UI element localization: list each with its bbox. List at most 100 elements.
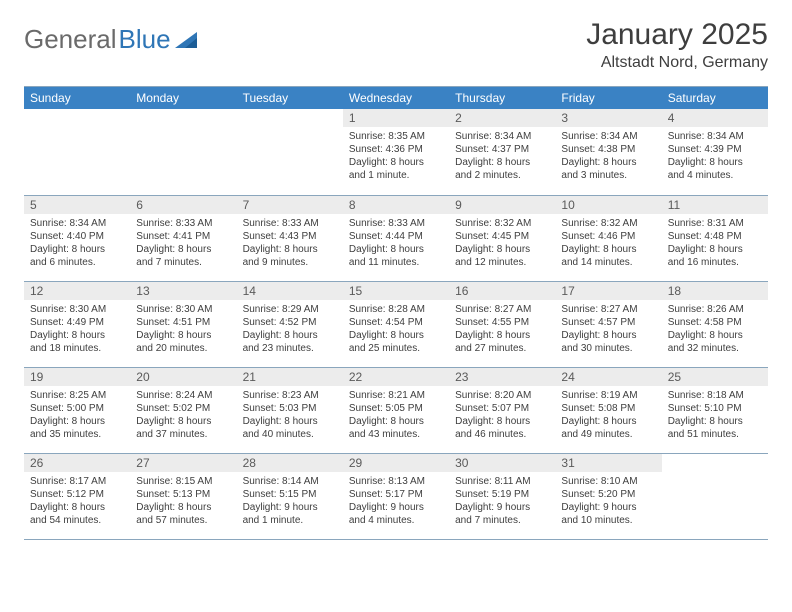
daylight-text: Daylight: 8 hours and 14 minutes. [561, 243, 655, 269]
day-details: Sunrise: 8:32 AMSunset: 4:45 PMDaylight:… [449, 214, 555, 273]
sunrise-text: Sunrise: 8:30 AM [136, 303, 230, 316]
calendar-cell: 15Sunrise: 8:28 AMSunset: 4:54 PMDayligh… [343, 281, 449, 367]
calendar-cell: 2Sunrise: 8:34 AMSunset: 4:37 PMDaylight… [449, 109, 555, 195]
sunrise-text: Sunrise: 8:15 AM [136, 475, 230, 488]
calendar-head: Sunday Monday Tuesday Wednesday Thursday… [24, 87, 768, 110]
calendar-cell: 14Sunrise: 8:29 AMSunset: 4:52 PMDayligh… [237, 281, 343, 367]
sunset-text: Sunset: 4:58 PM [668, 316, 762, 329]
calendar-cell: 20Sunrise: 8:24 AMSunset: 5:02 PMDayligh… [130, 367, 236, 453]
sunrise-text: Sunrise: 8:34 AM [30, 217, 124, 230]
day-number: 18 [662, 282, 768, 300]
calendar-page: GeneralBlue January 2025 Altstadt Nord, … [0, 0, 792, 558]
calendar-cell: 1Sunrise: 8:35 AMSunset: 4:36 PMDaylight… [343, 109, 449, 195]
day-number: 9 [449, 196, 555, 214]
day-details: Sunrise: 8:29 AMSunset: 4:52 PMDaylight:… [237, 300, 343, 359]
sunset-text: Sunset: 4:41 PM [136, 230, 230, 243]
sunset-text: Sunset: 4:36 PM [349, 143, 443, 156]
day-details: Sunrise: 8:27 AMSunset: 4:57 PMDaylight:… [555, 300, 661, 359]
calendar-cell: 9Sunrise: 8:32 AMSunset: 4:45 PMDaylight… [449, 195, 555, 281]
sunset-text: Sunset: 5:00 PM [30, 402, 124, 415]
calendar-cell [130, 109, 236, 195]
sunset-text: Sunset: 4:44 PM [349, 230, 443, 243]
day-details: Sunrise: 8:33 AMSunset: 4:43 PMDaylight:… [237, 214, 343, 273]
calendar-cell: 16Sunrise: 8:27 AMSunset: 4:55 PMDayligh… [449, 281, 555, 367]
day-number: 13 [130, 282, 236, 300]
sunset-text: Sunset: 5:10 PM [668, 402, 762, 415]
calendar-cell: 19Sunrise: 8:25 AMSunset: 5:00 PMDayligh… [24, 367, 130, 453]
daylight-text: Daylight: 8 hours and 9 minutes. [243, 243, 337, 269]
day-number: 4 [662, 109, 768, 127]
day-number: 20 [130, 368, 236, 386]
day-details: Sunrise: 8:28 AMSunset: 4:54 PMDaylight:… [343, 300, 449, 359]
brand-word-1: General [24, 24, 117, 55]
day-number: 26 [24, 454, 130, 472]
calendar-cell: 10Sunrise: 8:32 AMSunset: 4:46 PMDayligh… [555, 195, 661, 281]
sunset-text: Sunset: 5:15 PM [243, 488, 337, 501]
daylight-text: Daylight: 8 hours and 35 minutes. [30, 415, 124, 441]
daylight-text: Daylight: 8 hours and 3 minutes. [561, 156, 655, 182]
calendar-cell: 4Sunrise: 8:34 AMSunset: 4:39 PMDaylight… [662, 109, 768, 195]
calendar-cell: 5Sunrise: 8:34 AMSunset: 4:40 PMDaylight… [24, 195, 130, 281]
calendar-cell: 28Sunrise: 8:14 AMSunset: 5:15 PMDayligh… [237, 453, 343, 539]
sunrise-text: Sunrise: 8:34 AM [455, 130, 549, 143]
calendar-cell: 3Sunrise: 8:34 AMSunset: 4:38 PMDaylight… [555, 109, 661, 195]
brand-word-2: Blue [119, 24, 171, 55]
day-details: Sunrise: 8:35 AMSunset: 4:36 PMDaylight:… [343, 127, 449, 186]
daylight-text: Daylight: 9 hours and 10 minutes. [561, 501, 655, 527]
sunset-text: Sunset: 5:17 PM [349, 488, 443, 501]
daylight-text: Daylight: 8 hours and 30 minutes. [561, 329, 655, 355]
daylight-text: Daylight: 8 hours and 7 minutes. [136, 243, 230, 269]
title-block: January 2025 Altstadt Nord, Germany [586, 18, 768, 72]
dayhead-sun: Sunday [24, 87, 130, 110]
daylight-text: Daylight: 8 hours and 23 minutes. [243, 329, 337, 355]
day-number: 15 [343, 282, 449, 300]
sunrise-text: Sunrise: 8:14 AM [243, 475, 337, 488]
sunrise-text: Sunrise: 8:35 AM [349, 130, 443, 143]
day-number: 24 [555, 368, 661, 386]
day-details: Sunrise: 8:33 AMSunset: 4:41 PMDaylight:… [130, 214, 236, 273]
sunset-text: Sunset: 4:43 PM [243, 230, 337, 243]
day-details: Sunrise: 8:20 AMSunset: 5:07 PMDaylight:… [449, 386, 555, 445]
calendar-cell: 7Sunrise: 8:33 AMSunset: 4:43 PMDaylight… [237, 195, 343, 281]
sunset-text: Sunset: 4:54 PM [349, 316, 443, 329]
sunset-text: Sunset: 4:48 PM [668, 230, 762, 243]
sunrise-text: Sunrise: 8:33 AM [136, 217, 230, 230]
calendar-cell: 8Sunrise: 8:33 AMSunset: 4:44 PMDaylight… [343, 195, 449, 281]
calendar-cell: 17Sunrise: 8:27 AMSunset: 4:57 PMDayligh… [555, 281, 661, 367]
day-details: Sunrise: 8:33 AMSunset: 4:44 PMDaylight:… [343, 214, 449, 273]
day-details: Sunrise: 8:14 AMSunset: 5:15 PMDaylight:… [237, 472, 343, 531]
day-details: Sunrise: 8:19 AMSunset: 5:08 PMDaylight:… [555, 386, 661, 445]
sunrise-text: Sunrise: 8:21 AM [349, 389, 443, 402]
day-details: Sunrise: 8:18 AMSunset: 5:10 PMDaylight:… [662, 386, 768, 445]
sunrise-text: Sunrise: 8:27 AM [561, 303, 655, 316]
day-details: Sunrise: 8:32 AMSunset: 4:46 PMDaylight:… [555, 214, 661, 273]
sunset-text: Sunset: 5:08 PM [561, 402, 655, 415]
calendar-cell: 6Sunrise: 8:33 AMSunset: 4:41 PMDaylight… [130, 195, 236, 281]
day-number: 14 [237, 282, 343, 300]
day-number: 12 [24, 282, 130, 300]
day-number: 28 [237, 454, 343, 472]
day-number: 7 [237, 196, 343, 214]
sunset-text: Sunset: 5:02 PM [136, 402, 230, 415]
calendar-cell: 24Sunrise: 8:19 AMSunset: 5:08 PMDayligh… [555, 367, 661, 453]
day-details: Sunrise: 8:30 AMSunset: 4:51 PMDaylight:… [130, 300, 236, 359]
daylight-text: Daylight: 8 hours and 25 minutes. [349, 329, 443, 355]
day-number: 25 [662, 368, 768, 386]
sunrise-text: Sunrise: 8:30 AM [30, 303, 124, 316]
sunrise-text: Sunrise: 8:28 AM [349, 303, 443, 316]
sunset-text: Sunset: 5:05 PM [349, 402, 443, 415]
day-number: 8 [343, 196, 449, 214]
sunrise-text: Sunrise: 8:33 AM [243, 217, 337, 230]
sunrise-text: Sunrise: 8:34 AM [668, 130, 762, 143]
dayhead-tue: Tuesday [237, 87, 343, 110]
day-number: 16 [449, 282, 555, 300]
day-number: 10 [555, 196, 661, 214]
daylight-text: Daylight: 9 hours and 1 minute. [243, 501, 337, 527]
day-details: Sunrise: 8:10 AMSunset: 5:20 PMDaylight:… [555, 472, 661, 531]
calendar-cell: 12Sunrise: 8:30 AMSunset: 4:49 PMDayligh… [24, 281, 130, 367]
daylight-text: Daylight: 8 hours and 54 minutes. [30, 501, 124, 527]
dayhead-fri: Friday [555, 87, 661, 110]
daylight-text: Daylight: 8 hours and 12 minutes. [455, 243, 549, 269]
sunrise-text: Sunrise: 8:32 AM [561, 217, 655, 230]
sunset-text: Sunset: 5:07 PM [455, 402, 549, 415]
